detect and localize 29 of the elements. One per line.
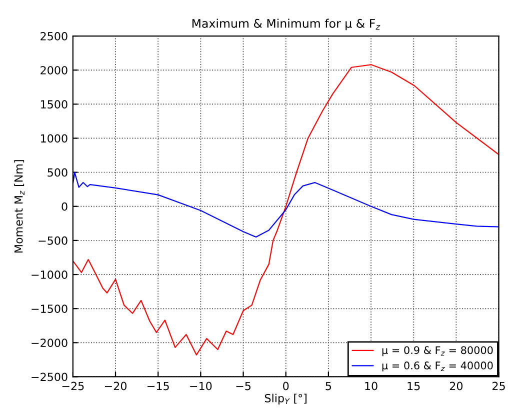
- x-axis-title: Slip$_{Y}$ [°]: [264, 394, 306, 404]
- x-tick-label: −25: [62, 382, 84, 390]
- y-tick-label: −2000: [32, 338, 68, 348]
- y-tick-label: 0: [62, 202, 68, 211]
- y-tick-label: 2500: [40, 32, 68, 40]
- y-tick-label: −1000: [32, 270, 68, 279]
- x-tick-label: 20: [450, 382, 463, 390]
- x-tick-label: −5: [236, 382, 250, 390]
- x-tick-label: 25: [492, 382, 505, 390]
- y-tick-label: 2000: [40, 66, 68, 74]
- x-tick-label: 15: [408, 382, 420, 390]
- legend-label: μ = 0.9 & F$_{z}$ = 80000: [382, 346, 493, 356]
- x-tick-label: 0: [283, 382, 289, 390]
- y-axis-title: Moment M$_{z}$ [Nm]: [14, 160, 24, 253]
- x-tick-label: −15: [148, 382, 169, 390]
- y-tick-label: 1000: [41, 134, 68, 143]
- y-tick-label: 1500: [41, 100, 68, 109]
- y-tick-label: −2500: [32, 372, 68, 382]
- x-tick-label: 10: [365, 382, 378, 390]
- y-tick-label: −1500: [32, 304, 68, 313]
- line-series: [72, 64, 499, 356]
- x-tick-label: −10: [190, 382, 212, 390]
- legend-label: μ = 0.6 & F$_{z}$ = 40000: [382, 362, 493, 372]
- y-tick-label: −500: [38, 236, 68, 245]
- chart-title: Maximum & Minimum for μ & F$_{z}$: [192, 18, 380, 30]
- y-tick-label: 500: [48, 168, 68, 177]
- x-tick-label: 5: [326, 382, 332, 390]
- line-series: [72, 172, 499, 238]
- x-tick-label: −20: [104, 382, 126, 390]
